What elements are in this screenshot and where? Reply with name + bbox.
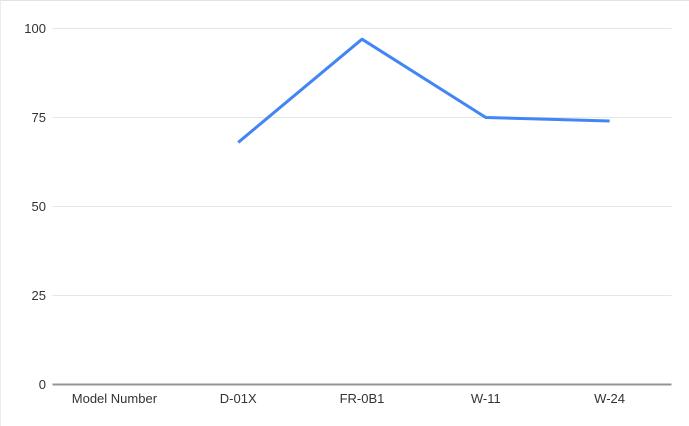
y-tick-label-100: 100 <box>24 21 46 36</box>
x-category-label-3: W-11 <box>471 391 501 406</box>
x-category-label-0: Model Number <box>72 391 158 406</box>
y-tick-label-50: 50 <box>32 199 46 214</box>
x-axis-labels: Model Number D-01X FR-0B1 W-11 W-24 <box>72 391 625 406</box>
gridlines <box>52 28 672 296</box>
y-tick-label-75: 75 <box>32 110 46 125</box>
y-axis-labels: 0 25 50 75 100 <box>24 21 46 392</box>
x-category-label-4: W-24 <box>594 391 625 406</box>
x-category-label-2: FR-0B1 <box>340 391 385 406</box>
x-category-label-1: D-01X <box>220 391 257 406</box>
data-series <box>237 37 610 144</box>
series-line-0 <box>237 37 610 144</box>
y-tick-label-0: 0 <box>39 377 46 392</box>
y-tick-label-25: 25 <box>32 288 46 303</box>
